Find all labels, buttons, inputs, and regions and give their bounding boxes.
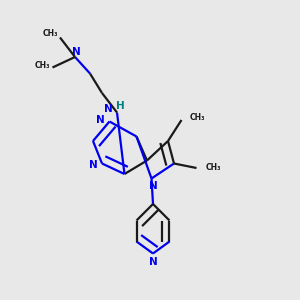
Text: N: N: [72, 47, 81, 58]
Text: CH₃: CH₃: [34, 61, 50, 70]
Text: H: H: [116, 101, 124, 111]
Text: CH₃: CH₃: [43, 28, 58, 38]
Text: CH₃: CH₃: [206, 164, 221, 172]
Text: N: N: [95, 115, 104, 125]
Text: N: N: [104, 104, 113, 114]
Text: N: N: [88, 160, 98, 170]
Text: CH₃: CH₃: [190, 113, 206, 122]
Text: N: N: [148, 181, 158, 191]
Text: N: N: [148, 257, 158, 267]
